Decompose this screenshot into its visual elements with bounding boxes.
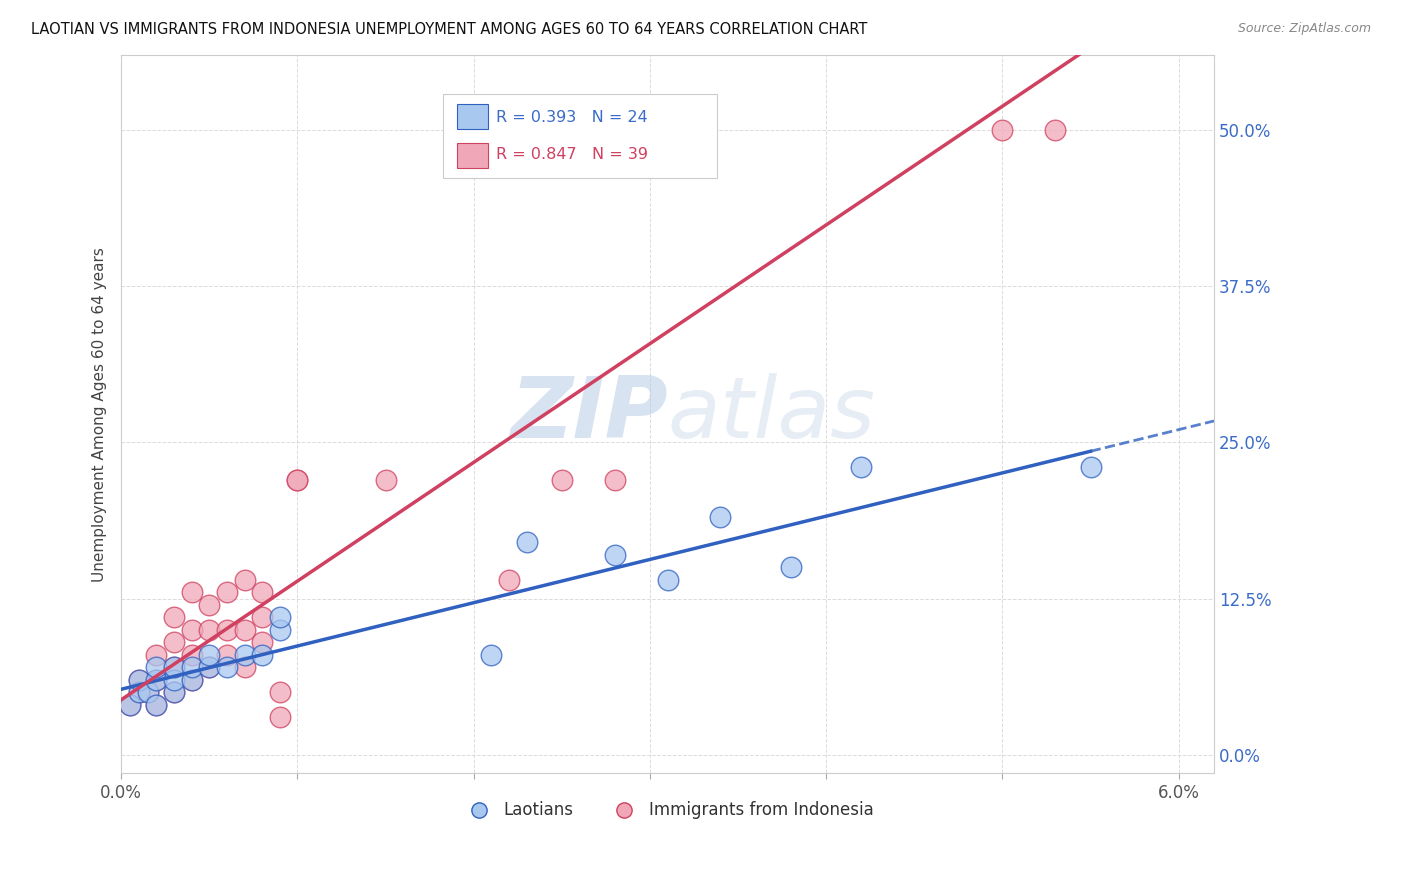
Text: LAOTIAN VS IMMIGRANTS FROM INDONESIA UNEMPLOYMENT AMONG AGES 60 TO 64 YEARS CORR: LAOTIAN VS IMMIGRANTS FROM INDONESIA UNE… xyxy=(31,22,868,37)
Point xyxy=(180,673,202,687)
Point xyxy=(198,598,221,612)
Point xyxy=(180,648,202,662)
Point xyxy=(252,635,274,649)
Point xyxy=(851,460,873,475)
Point xyxy=(145,673,167,687)
Point xyxy=(287,473,309,487)
Point xyxy=(498,573,520,587)
Point xyxy=(180,585,202,599)
Point xyxy=(252,585,274,599)
Point xyxy=(269,623,291,637)
Point xyxy=(374,473,396,487)
Point xyxy=(128,685,150,699)
Point xyxy=(163,610,186,624)
Point xyxy=(180,623,202,637)
Point xyxy=(233,573,256,587)
Point xyxy=(145,698,167,712)
Point xyxy=(603,548,626,562)
Point xyxy=(163,673,186,687)
Text: ZIP: ZIP xyxy=(510,373,668,456)
Point xyxy=(128,673,150,687)
Text: R = 0.393   N = 24: R = 0.393 N = 24 xyxy=(496,110,648,125)
Point xyxy=(252,610,274,624)
Point xyxy=(163,685,186,699)
Point xyxy=(252,648,274,662)
Point xyxy=(709,510,731,524)
Point xyxy=(657,573,679,587)
Point xyxy=(128,685,150,699)
Point xyxy=(136,685,159,699)
Point xyxy=(269,685,291,699)
Point xyxy=(215,660,238,674)
Point xyxy=(780,560,803,574)
Point xyxy=(180,660,202,674)
Point xyxy=(233,660,256,674)
Point xyxy=(145,698,167,712)
Text: atlas: atlas xyxy=(668,373,876,456)
Y-axis label: Unemployment Among Ages 60 to 64 years: Unemployment Among Ages 60 to 64 years xyxy=(93,247,107,582)
Point xyxy=(692,123,714,137)
Point xyxy=(136,685,159,699)
Point xyxy=(991,123,1014,137)
Point xyxy=(215,648,238,662)
Point xyxy=(198,660,221,674)
Point xyxy=(163,635,186,649)
Point xyxy=(180,673,202,687)
Point xyxy=(118,698,141,712)
Point xyxy=(118,698,141,712)
Point xyxy=(603,473,626,487)
Point xyxy=(269,710,291,724)
Point xyxy=(198,660,221,674)
Point xyxy=(673,123,696,137)
Text: Source: ZipAtlas.com: Source: ZipAtlas.com xyxy=(1237,22,1371,36)
Point xyxy=(516,535,538,549)
Point xyxy=(551,473,574,487)
Point xyxy=(269,610,291,624)
Point xyxy=(163,660,186,674)
Point xyxy=(287,473,309,487)
Text: R = 0.847   N = 39: R = 0.847 N = 39 xyxy=(496,147,648,162)
Point xyxy=(163,660,186,674)
Point xyxy=(198,648,221,662)
Point xyxy=(479,648,502,662)
Point xyxy=(215,585,238,599)
Point xyxy=(233,648,256,662)
Point xyxy=(1080,460,1102,475)
Point xyxy=(128,673,150,687)
Point xyxy=(233,623,256,637)
Point xyxy=(145,660,167,674)
Legend: Laotians, Immigrants from Indonesia: Laotians, Immigrants from Indonesia xyxy=(456,795,880,826)
Point xyxy=(215,623,238,637)
Point xyxy=(145,673,167,687)
Point xyxy=(145,648,167,662)
Point xyxy=(198,623,221,637)
Point xyxy=(163,685,186,699)
Point xyxy=(1045,123,1067,137)
